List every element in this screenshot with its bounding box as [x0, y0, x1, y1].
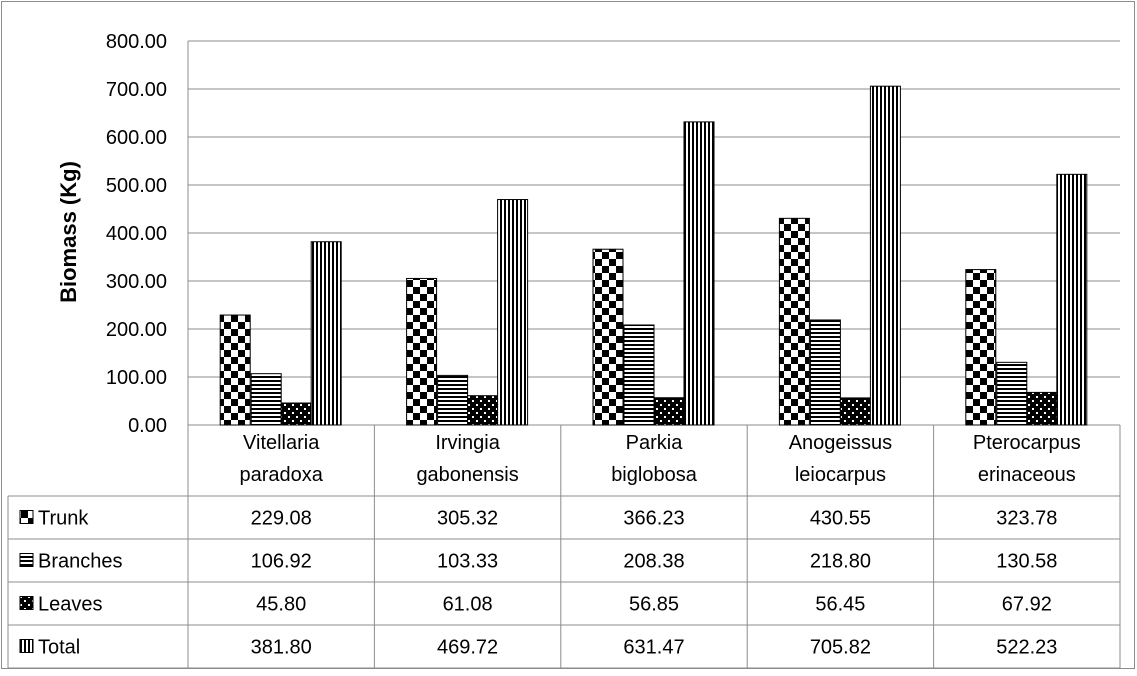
bar-branches — [250, 373, 282, 426]
bar-leaves — [653, 397, 685, 426]
x-category-label: paradoxa — [239, 464, 323, 486]
bar-trunk — [965, 269, 997, 426]
bar-branches — [437, 374, 469, 426]
bar-trunk — [778, 217, 810, 426]
bar-leaves — [467, 395, 499, 426]
table-cell-value: 469.72 — [437, 637, 498, 659]
table-cell-value: 218.80 — [810, 551, 871, 573]
bar-total — [310, 241, 342, 426]
table-cell-value: 631.47 — [623, 637, 684, 659]
legend-label: Leaves — [38, 594, 103, 616]
data-table: Vitellaria paradoxa Irvingia gabonensis Park… — [7, 425, 1121, 669]
y-tick-label: 0.00 — [128, 415, 167, 437]
table-cell-value: 323.78 — [996, 508, 1057, 530]
table-cell-value: 705.82 — [810, 637, 871, 659]
y-tick-label: 300.00 — [106, 271, 167, 293]
table-cell-value: 45.80 — [256, 594, 306, 616]
legend-key-trunk — [19, 510, 34, 524]
legend-label: Trunk — [38, 508, 89, 530]
table-cell-value: 208.38 — [623, 551, 684, 573]
x-category-label: leiocarpus — [795, 464, 886, 486]
bar-branches — [996, 361, 1028, 426]
y-tick-label: 500.00 — [106, 175, 167, 197]
legend-key-leaves — [19, 596, 34, 610]
x-category-label: biglobosa — [611, 464, 698, 486]
y-tick-label: 200.00 — [106, 319, 167, 341]
bar-leaves — [280, 402, 312, 426]
y-tick-label: 100.00 — [106, 367, 167, 389]
legend-key-branches — [19, 553, 34, 567]
bar-branches — [809, 319, 841, 426]
bar-leaves — [1026, 391, 1058, 426]
legend-label: Branches — [38, 551, 123, 573]
x-category-label: gabonensis — [416, 464, 518, 486]
bar-total — [683, 121, 715, 426]
table-cell-value: 56.85 — [629, 594, 679, 616]
bar-total — [869, 85, 901, 426]
legend-key-total — [19, 639, 34, 653]
table-cell-value: 106.92 — [251, 551, 312, 573]
table-cell-value: 305.32 — [437, 508, 498, 530]
table-cell-value: 67.92 — [1002, 594, 1052, 616]
y-axis-title: Biomass (Kg) — [56, 161, 81, 303]
x-category-label: erinaceous — [978, 464, 1076, 486]
table-cell-value: 366.23 — [623, 508, 684, 530]
table-cell-value: 56.45 — [815, 594, 865, 616]
y-tick-label: 700.00 — [106, 79, 167, 101]
table-cell-value: 522.23 — [996, 637, 1057, 659]
bar-trunk — [406, 277, 438, 426]
y-tick-label: 800.00 — [106, 31, 167, 53]
gridlines — [188, 40, 1120, 426]
y-tick-label: 400.00 — [106, 223, 167, 245]
x-category-label: Pterocarpus — [973, 432, 1081, 454]
table-cell-value: 381.80 — [251, 637, 312, 659]
table-cell-value: 430.55 — [810, 508, 871, 530]
y-axis: 0.00 100.00 200.00 300.00 400.00 500.00 600.00… — [106, 31, 189, 437]
table-cell-value: 103.33 — [437, 551, 498, 573]
table-cell-value: 130.58 — [996, 551, 1057, 573]
bar-trunk — [219, 314, 251, 426]
bar-trunk — [592, 248, 624, 426]
x-category-label: Vitellaria — [243, 432, 320, 454]
x-category-label: Anogeissus — [789, 432, 892, 454]
y-tick-label: 600.00 — [106, 127, 167, 149]
bar-branches — [623, 324, 655, 426]
bars — [219, 85, 1088, 426]
table-cell-value: 61.08 — [443, 594, 493, 616]
bar-total — [1056, 173, 1088, 426]
x-category-label: Irvingia — [435, 432, 500, 454]
legend-label: Total — [38, 637, 80, 659]
bar-leaves — [839, 397, 871, 426]
x-category-label: Parkia — [626, 432, 684, 454]
bar-total — [497, 199, 529, 426]
table-cell-value: 229.08 — [251, 508, 312, 530]
